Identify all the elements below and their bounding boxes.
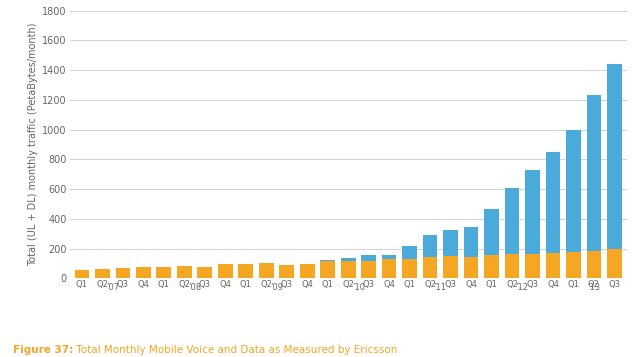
Bar: [197, 276, 212, 278]
Bar: [402, 259, 417, 278]
Bar: [361, 255, 376, 278]
Bar: [525, 170, 540, 278]
Text: Total Monthly Mobile Voice and Data as Measured by Ericsson: Total Monthly Mobile Voice and Data as M…: [73, 345, 397, 355]
Bar: [382, 255, 396, 278]
Bar: [546, 253, 560, 278]
Bar: [341, 261, 356, 278]
Bar: [525, 254, 540, 278]
Bar: [218, 264, 233, 278]
Bar: [341, 258, 356, 278]
Bar: [279, 268, 294, 278]
Bar: [587, 95, 601, 278]
Bar: [320, 261, 335, 278]
Bar: [607, 250, 622, 278]
Bar: [259, 270, 273, 278]
Text: ’11: ’11: [434, 282, 447, 292]
Bar: [423, 235, 437, 278]
Text: ’07: ’07: [106, 282, 119, 292]
Text: Figure 37:: Figure 37:: [13, 345, 73, 355]
Text: ’13: ’13: [587, 282, 601, 292]
Text: ’10: ’10: [352, 282, 365, 292]
Bar: [546, 152, 560, 278]
Bar: [239, 271, 253, 278]
Bar: [239, 264, 253, 278]
Bar: [463, 257, 479, 278]
Bar: [259, 263, 273, 278]
Bar: [300, 267, 315, 278]
Bar: [115, 268, 130, 278]
Bar: [300, 263, 315, 278]
Bar: [136, 267, 151, 278]
Y-axis label: Total (UL + DL) monthly traffic (PetaBytes/month): Total (UL + DL) monthly traffic (PetaByt…: [28, 23, 38, 266]
Text: ’12: ’12: [516, 282, 529, 292]
Bar: [177, 266, 192, 278]
Bar: [566, 130, 581, 278]
Bar: [279, 265, 294, 278]
Bar: [463, 227, 479, 278]
Text: ’08: ’08: [188, 282, 201, 292]
Bar: [95, 269, 110, 278]
Bar: [382, 259, 396, 278]
Bar: [75, 270, 89, 278]
Bar: [361, 261, 376, 278]
Bar: [505, 254, 519, 278]
Bar: [218, 274, 233, 278]
Bar: [320, 260, 335, 278]
Bar: [156, 277, 171, 278]
Bar: [197, 267, 212, 278]
Bar: [402, 246, 417, 278]
Bar: [177, 277, 192, 278]
Bar: [484, 209, 499, 278]
Text: ’09: ’09: [270, 282, 283, 292]
Bar: [443, 230, 458, 278]
Bar: [587, 251, 601, 278]
Bar: [484, 255, 499, 278]
Bar: [607, 64, 622, 278]
Bar: [505, 188, 519, 278]
Bar: [443, 256, 458, 278]
Bar: [156, 267, 171, 278]
Bar: [423, 257, 437, 278]
Bar: [566, 252, 581, 278]
